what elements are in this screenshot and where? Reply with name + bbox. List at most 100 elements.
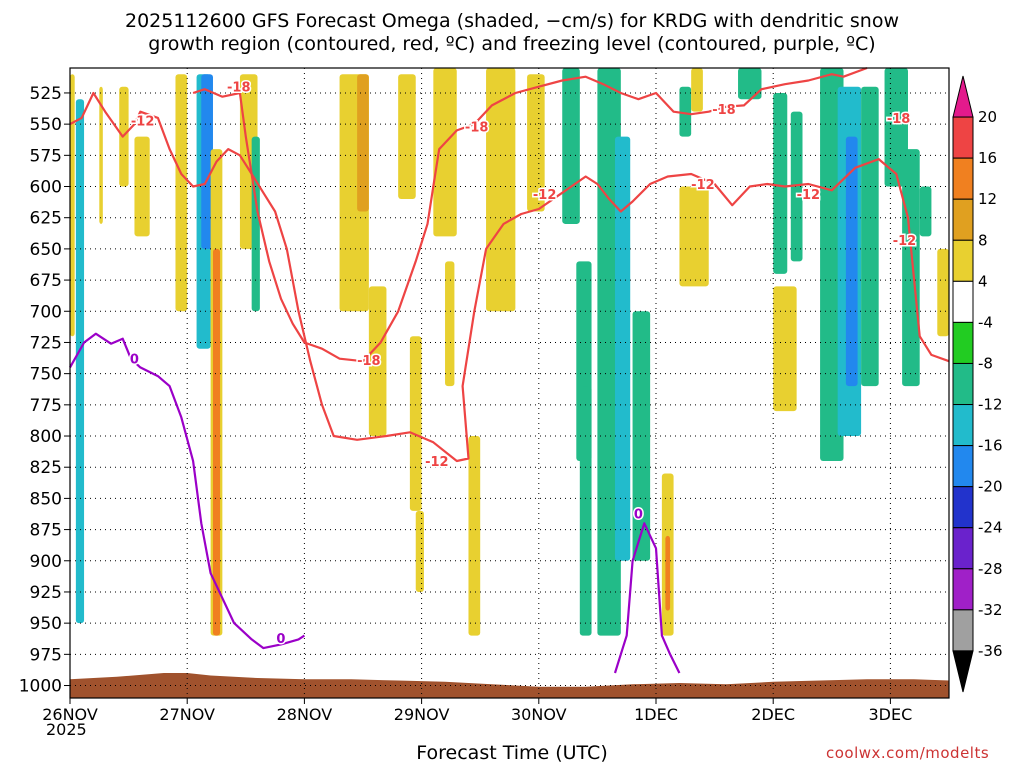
omega-shade-region: [398, 74, 416, 199]
x-axis-title: Forecast Time (UTC): [416, 742, 608, 764]
omega-shade-region: [665, 535, 671, 611]
y-tick-label: 750: [30, 365, 62, 385]
omega-shade-region: [201, 74, 213, 249]
contour-label: -12: [533, 188, 557, 203]
colorbar-segment: [952, 198, 974, 241]
omega-shade-region: [738, 68, 762, 100]
x-tick-label: 26NOV: [42, 705, 98, 724]
y-tick-label: 1000: [19, 677, 62, 697]
omega-shade-region: [175, 74, 188, 312]
colorbar-segment: [952, 486, 974, 529]
omega-shade-region: [433, 68, 457, 237]
colorbar-label: 16: [978, 149, 997, 167]
y-tick-label: 700: [30, 302, 62, 322]
colorbar-segment: [952, 609, 974, 652]
colorbar-segment: [952, 568, 974, 611]
colorbar-top-triangle: [952, 75, 974, 118]
y-tick-label: 675: [30, 271, 62, 291]
omega-shade-region: [773, 286, 797, 412]
snow-growth-contour: [192, 66, 868, 363]
contour-label: -18: [357, 354, 381, 369]
contour-label: -12: [893, 234, 917, 249]
credit-text: coolwx.com/modelts: [826, 744, 990, 762]
colorbar-segment: [952, 280, 974, 323]
contour-label: -18: [227, 81, 251, 96]
colorbar-label: 4: [978, 272, 988, 290]
y-tick-label: 725: [30, 333, 62, 353]
omega-shade-region: [212, 248, 221, 636]
x-tick-label: 27NOV: [159, 705, 215, 724]
colorbar-label: -12: [978, 396, 1003, 414]
freezing-level-contour: [69, 332, 305, 650]
y-axis: 525 550 575 600 625 650 675 700 725 750 775 800 825 8…: [19, 84, 70, 697]
omega-shade-region: [845, 136, 858, 387]
colorbar-label: -28: [978, 560, 1003, 578]
x-tick-label: 2DEC: [751, 705, 795, 724]
omega-shade-region: [691, 68, 703, 112]
chart-title-line-1: 2025112600 GFS Forecast Omega (shaded, −…: [124, 10, 900, 32]
omega-shade-region: [527, 74, 545, 212]
omega-shade-region: [773, 92, 788, 274]
omega-shade-region: [409, 336, 422, 511]
colorbar-label: 12: [978, 190, 997, 208]
x-axis: 26NOV 27NOV 28NOV 29NOV 30NOV 1DEC 2DEC 3DEC: [42, 698, 912, 724]
omega-shade-region: [70, 74, 75, 337]
omega-shade-region: [562, 68, 580, 224]
contour-lines: [69, 66, 950, 674]
contour-label: -18: [887, 112, 911, 127]
snow-growth-contour: [69, 91, 950, 463]
colorbar-segment: [952, 445, 974, 488]
x-tick-label: 3DEC: [869, 705, 913, 724]
omega-shade-region: [75, 99, 85, 624]
contour-label: 0: [130, 353, 139, 368]
omega-shade-region: [415, 510, 424, 592]
y-tick-label: 800: [30, 427, 62, 447]
omega-shade-region: [357, 74, 369, 212]
terrain-surface: [70, 673, 949, 698]
colorbar-segment: [952, 321, 974, 364]
omega-shade-region: [251, 136, 260, 312]
colorbar-label: -24: [978, 519, 1003, 537]
omega-shade-region: [861, 86, 879, 387]
x-tick-label: 1DEC: [634, 705, 678, 724]
y-tick-label: 925: [30, 583, 62, 603]
y-tick-label: 875: [30, 521, 62, 541]
omega-shade-region: [445, 261, 455, 387]
colorbar-label: -36: [978, 642, 1003, 660]
x-tick-label: 29NOV: [394, 705, 450, 724]
colorbar-label: 20: [978, 108, 997, 126]
y-tick-label: 850: [30, 489, 62, 509]
y-tick-label: 825: [30, 458, 62, 478]
omega-shade-region: [937, 248, 949, 337]
y-tick-label: 575: [30, 146, 62, 166]
omega-shade-region: [579, 386, 592, 636]
chart-grid: [70, 68, 949, 698]
contour-label: -18: [712, 103, 736, 118]
colorbar-segment: [952, 116, 974, 159]
contour-label: -12: [797, 188, 821, 203]
omega-shade-region: [679, 86, 692, 137]
plot-frame: [69, 67, 950, 699]
colorbar-segment: [952, 527, 974, 570]
colorbar-label: -32: [978, 601, 1003, 619]
omega-shade-region: [368, 286, 387, 437]
colorbar-segment: [952, 157, 974, 200]
colorbar-label: -16: [978, 437, 1003, 455]
contour-label: 0: [276, 632, 285, 647]
omega-shading: [70, 68, 949, 636]
omega-shade-region: [614, 136, 631, 561]
x-axis-year-label: 2025: [46, 720, 87, 739]
omega-shade-region: [679, 186, 709, 287]
colorbar-label: -4: [978, 313, 993, 331]
contour-label: 0: [634, 507, 643, 522]
y-tick-label: 600: [30, 178, 62, 198]
colorbar-bottom-triangle: [952, 650, 974, 693]
y-tick-label: 625: [30, 209, 62, 229]
colorbar-segment: [952, 239, 974, 282]
y-tick-label: 775: [30, 396, 62, 416]
y-tick-label: 900: [30, 552, 62, 572]
y-tick-label: 950: [30, 614, 62, 634]
omega-shade-region: [99, 86, 103, 224]
contour-labels: -12 -18 -18 -18 -12 -12 -18 -12 -12 -18 -12 0 0 0: [128, 79, 917, 648]
colorbar: 20 16 12 8 4 -4 -8 -12 -16 -20 -24 -28 -32 -36: [952, 75, 1003, 693]
